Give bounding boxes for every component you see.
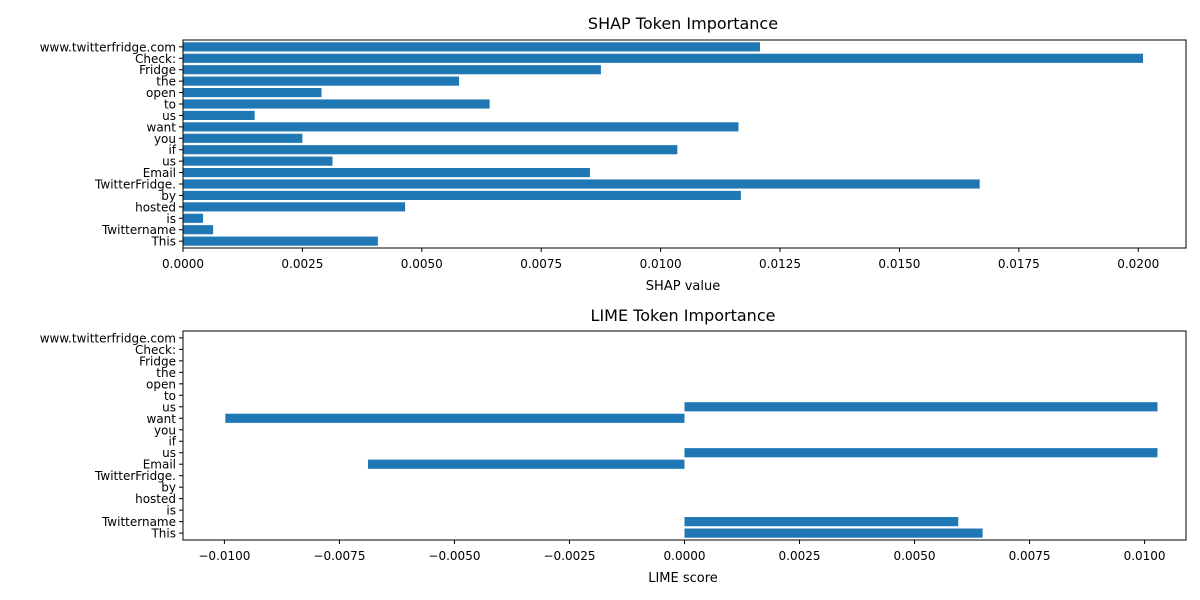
lime-x-tick-label: −0.0100 xyxy=(198,549,250,563)
lime-y-tick-label: www.twitterfridge.com xyxy=(40,331,176,345)
shap-bar xyxy=(183,65,601,75)
lime-x-tick-label: −0.0050 xyxy=(428,549,480,563)
shap-plot-frame xyxy=(182,39,1187,249)
lime-x-tick-label: 0.0075 xyxy=(1009,549,1051,563)
shap-y-tick-label: hosted xyxy=(135,200,176,214)
lime-y-tick-label: This xyxy=(150,527,176,541)
shap-bar xyxy=(183,168,590,178)
shap-x-tick-label: 0.0075 xyxy=(520,257,562,271)
shap-bar xyxy=(183,110,255,120)
shap-y-tick-label: TwitterFridge. xyxy=(94,178,176,192)
shap-bar xyxy=(183,213,204,223)
lime-y-tick-label: to xyxy=(164,389,176,403)
lime-y-tick-label: you xyxy=(154,423,176,437)
shap-bar xyxy=(183,122,739,132)
shap-y-tick-label: to xyxy=(164,98,176,112)
lime-chart-title: LIME Token Importance xyxy=(591,306,776,325)
lime-y-tick-label: want xyxy=(147,412,177,426)
shap-x-tick-label: 0.0150 xyxy=(878,257,920,271)
shap-y-tick-label: Twittername xyxy=(101,223,176,237)
shap-bar xyxy=(183,202,406,212)
shap-y-tick-label: www.twitterfridge.com xyxy=(40,40,176,54)
shap-x-tick-label: 0.0200 xyxy=(1117,257,1159,271)
shap-y-tick-label: want xyxy=(147,120,177,134)
shap-bar xyxy=(183,190,741,200)
lime-bar xyxy=(684,448,1158,458)
lime-x-tick-label: 0.0000 xyxy=(664,549,706,563)
lime-y-tick-label: Twittername xyxy=(101,515,176,529)
lime-bar xyxy=(367,459,685,469)
lime-y-tick-label: Email xyxy=(143,458,176,472)
shap-y-tick-label: if xyxy=(168,143,176,157)
lime-plot-frame xyxy=(182,330,1187,541)
lime-y-tick-label: Check: xyxy=(135,343,176,357)
shap-y-tick-label: you xyxy=(154,132,176,146)
lime-y-tick-label: Fridge xyxy=(139,354,176,368)
lime-x-tick-label: 0.0050 xyxy=(894,549,936,563)
lime-bar xyxy=(225,413,685,423)
shap-x-tick-label: 0.0000 xyxy=(162,257,204,271)
lime-y-tick-label: TwitterFridge. xyxy=(94,469,176,483)
lime-x-tick-label: 0.0100 xyxy=(1124,549,1166,563)
lime-x-tick-label: −0.0025 xyxy=(543,549,595,563)
shap-chart-title: SHAP Token Importance xyxy=(588,14,778,33)
shap-bar xyxy=(183,145,678,155)
lime-y-tick-label: hosted xyxy=(135,492,176,506)
shap-y-tick-label: us xyxy=(162,109,176,123)
shap-y-tick-label: by xyxy=(161,189,176,203)
shap-bar xyxy=(183,76,460,86)
shap-y-tick-label: Email xyxy=(143,166,176,180)
shap-bar xyxy=(183,99,490,109)
shap-bar xyxy=(183,156,333,166)
shap-bar xyxy=(183,179,980,189)
shap-x-axis-label: SHAP value xyxy=(646,279,720,294)
shap-x-tick-label: 0.0175 xyxy=(998,257,1040,271)
lime-y-tick-label: if xyxy=(168,435,176,449)
shap-y-tick-label: This xyxy=(150,235,176,249)
shap-y-tick-label: open xyxy=(146,86,176,100)
shap-x-tick-label: 0.0100 xyxy=(640,257,682,271)
shap-bar xyxy=(183,225,214,235)
lime-chart: LIME Token Importance LIME score ThisTwi… xyxy=(40,306,1187,586)
lime-x-tick-label: 0.0025 xyxy=(779,549,821,563)
lime-bar xyxy=(684,517,959,527)
shap-y-tick-label: the xyxy=(156,75,176,89)
shap-y-tick-label: Fridge xyxy=(139,63,176,77)
shap-bar xyxy=(183,88,322,98)
shap-y-tick-label: Check: xyxy=(135,52,176,66)
lime-y-tick-label: is xyxy=(166,504,176,518)
shap-bar xyxy=(183,53,1144,63)
shap-chart: SHAP Token Importance SHAP value ThisTwi… xyxy=(40,14,1187,294)
shap-x-tick-label: 0.0025 xyxy=(281,257,323,271)
lime-y-tick-label: open xyxy=(146,377,176,391)
lime-y-tick-label: by xyxy=(161,481,176,495)
lime-y-tick-label: us xyxy=(162,400,176,414)
shap-bar xyxy=(183,42,760,52)
shap-bar xyxy=(183,236,378,246)
lime-x-axis-label: LIME score xyxy=(648,571,718,586)
shap-x-tick-label: 0.0125 xyxy=(759,257,801,271)
shap-y-tick-label: us xyxy=(162,155,176,169)
shap-bar xyxy=(183,133,303,143)
shap-y-tick-label: is xyxy=(166,212,176,226)
lime-x-tick-label: −0.0075 xyxy=(313,549,365,563)
lime-bar xyxy=(684,528,983,538)
lime-y-tick-label: the xyxy=(156,366,176,380)
lime-y-tick-label: us xyxy=(162,446,176,460)
shap-x-tick-label: 0.0050 xyxy=(401,257,443,271)
lime-bar xyxy=(684,402,1158,412)
